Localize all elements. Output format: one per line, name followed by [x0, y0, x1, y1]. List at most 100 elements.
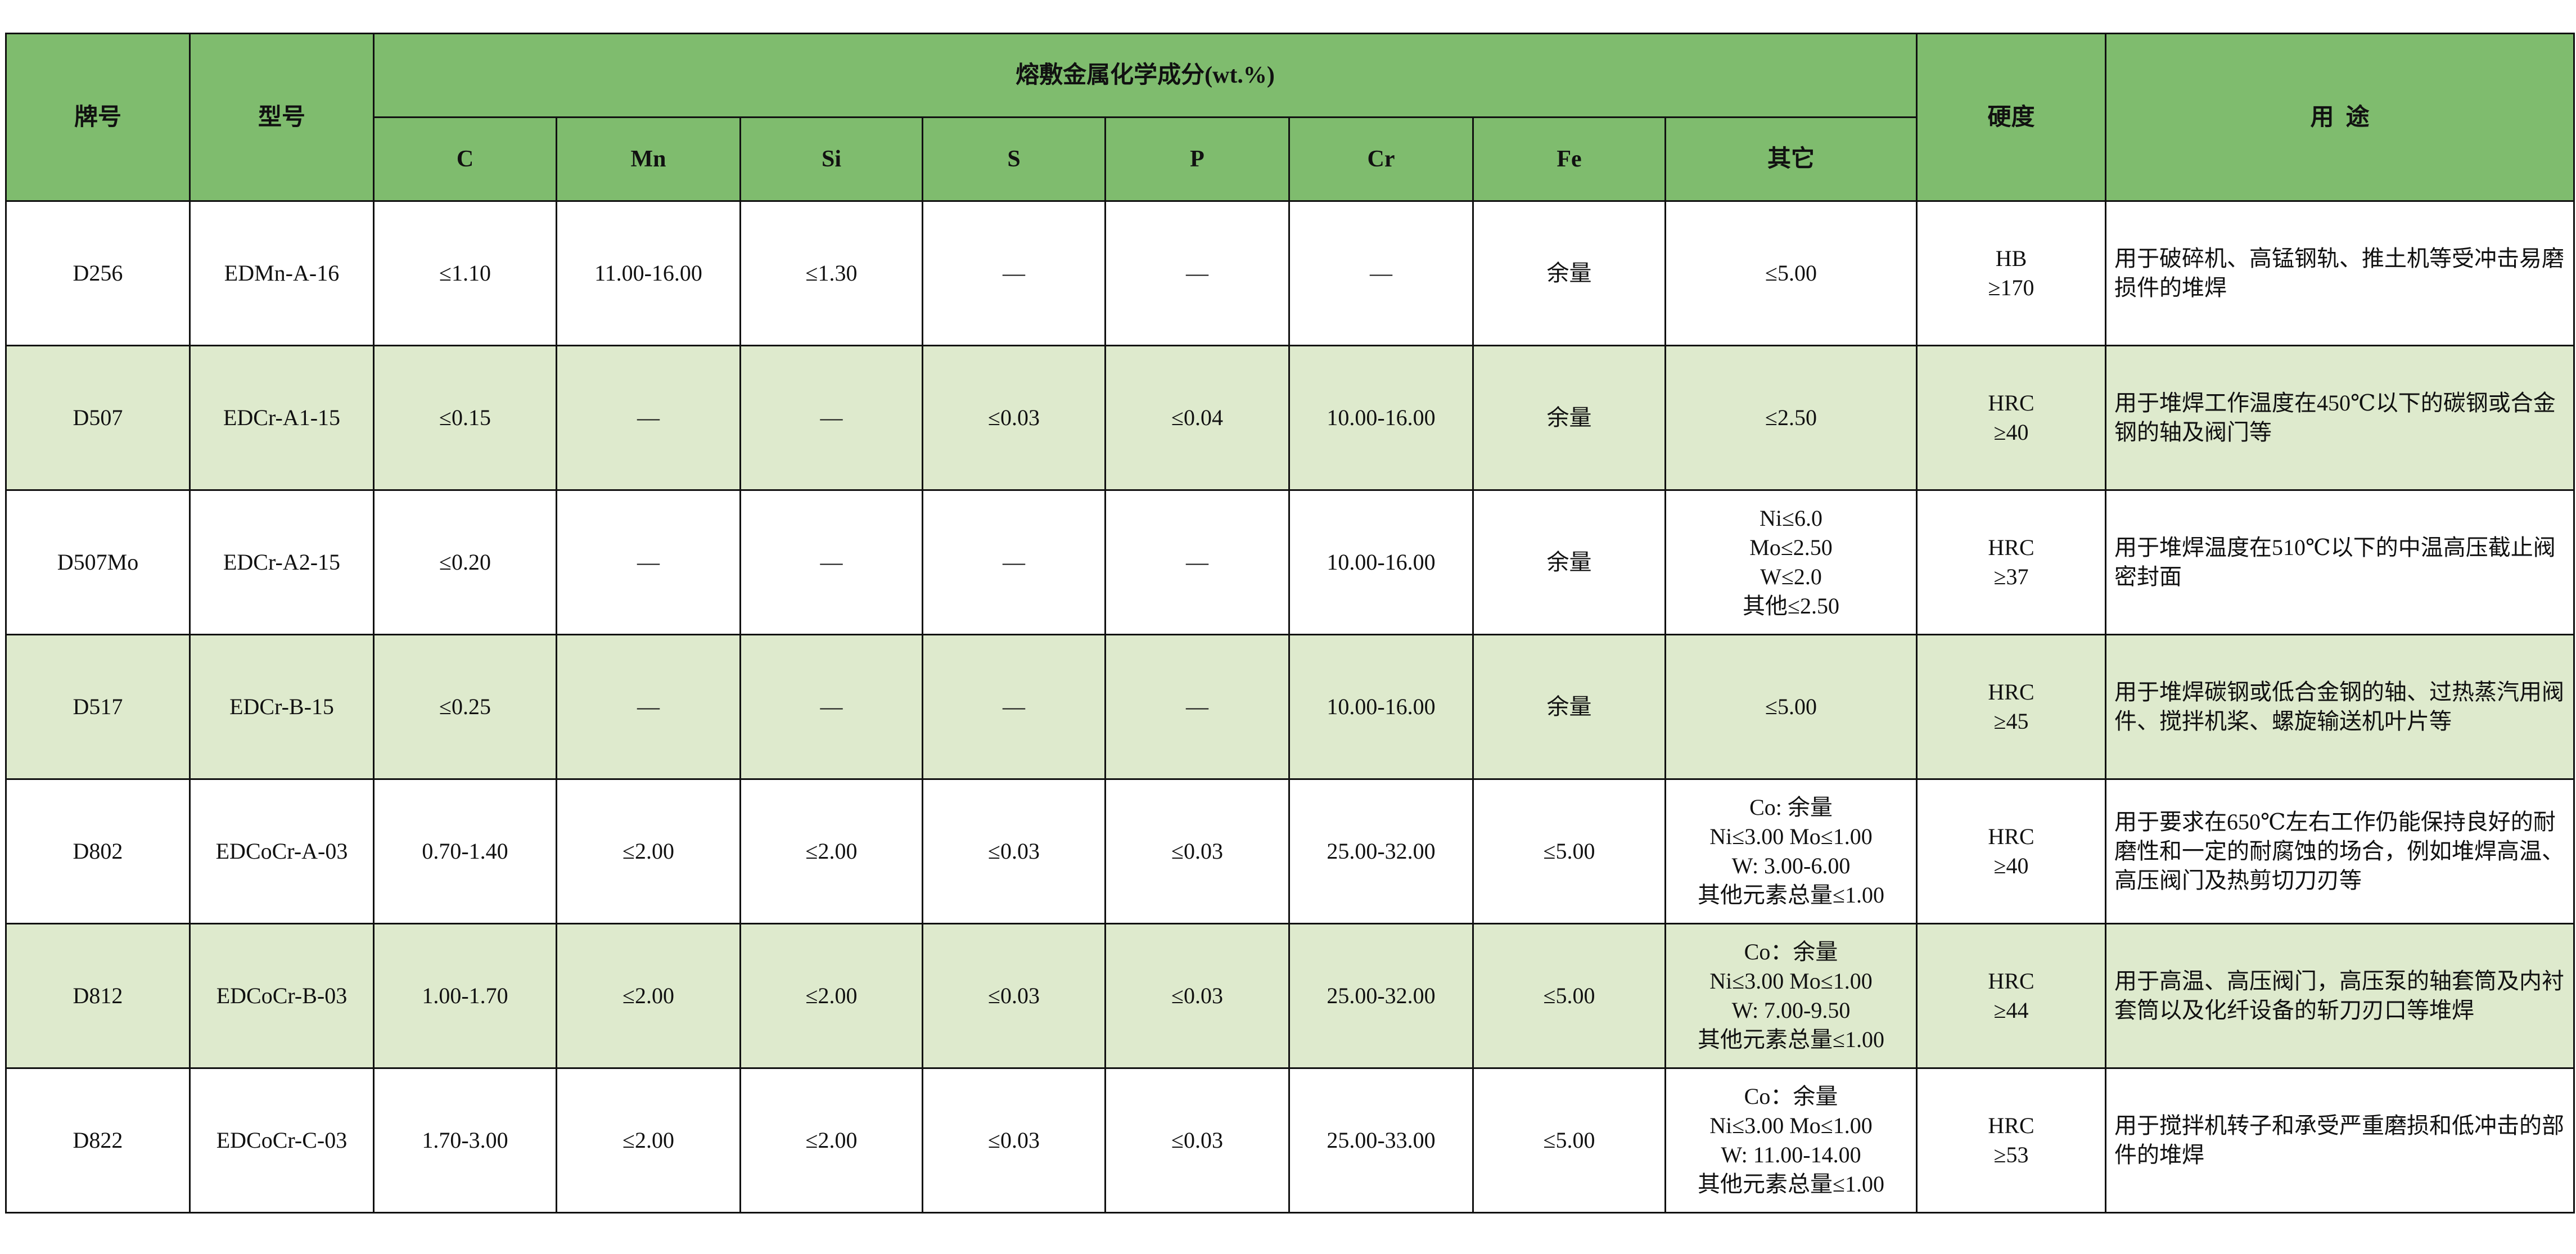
header-row-2: C Mn Si S P Cr Fe 其它 — [6, 116, 2574, 202]
cell-s: — — [922, 200, 1106, 346]
cell-mn: ≤2.00 — [556, 923, 741, 1069]
header-si: Si — [739, 116, 923, 202]
cell-si: ≤2.00 — [739, 923, 923, 1069]
cell-p: ≤0.03 — [1104, 778, 1290, 924]
cell-other: Co：余量 Ni≤3.00 Mo≤1.00 W: 7.00-9.50 其他元素总… — [1664, 923, 1918, 1069]
header-composition: 熔敷金属化学成分(wt.%) — [372, 33, 1918, 118]
header-p: P — [1104, 116, 1290, 202]
cell-hardness: HRC ≥44 — [1916, 923, 2107, 1069]
header-s: S — [922, 116, 1106, 202]
cell-usage: 用于堆焊碳钢或低合金钢的轴、过热蒸汽用阀件、搅拌机桨、螺旋输送机叶片等 — [2105, 634, 2575, 780]
cell-si: — — [739, 634, 923, 780]
cell-s: ≤0.03 — [922, 1067, 1106, 1214]
header-fe: Fe — [1472, 116, 1666, 202]
cell-si: ≤2.00 — [739, 778, 923, 924]
header-c: C — [373, 116, 557, 202]
header-model: 型号 — [189, 33, 375, 202]
table-row: D517 EDCr-B-15 ≤0.25— — — —10.00-16.00 余量 ≤5.00… — [5, 634, 2575, 780]
cell-fe: ≤5.00 — [1472, 1067, 1666, 1214]
cell-mn: — — [556, 345, 741, 491]
cell-s: ≤0.03 — [922, 778, 1106, 924]
cell-mn: 11.00-16.00 — [556, 200, 741, 346]
cell-brand: D517 — [5, 634, 191, 780]
cell-p: — — [1104, 200, 1290, 346]
cell-model: EDCoCr-A-03 — [189, 778, 375, 924]
cell-other: ≤2.50 — [1664, 345, 1918, 491]
cell-brand: D822 — [5, 1067, 191, 1214]
cell-c: ≤1.10 — [373, 200, 557, 346]
cell-brand: D256 — [5, 200, 191, 346]
cell-fe: 余量 — [1472, 634, 1666, 780]
cell-model: EDCoCr-B-03 — [189, 923, 375, 1069]
table-row: D802 EDCoCr-A-03 0.70-1.40 ≤2.00 ≤2.00 ≤0.03 ≤… — [5, 778, 2575, 924]
cell-p: — — [1104, 489, 1290, 635]
cell-hardness: HRC ≥40 — [1916, 778, 2107, 924]
cell-usage: 用于堆焊温度在510℃以下的中温高压截止阀密封面 — [2105, 489, 2575, 635]
cell-brand: D802 — [5, 778, 191, 924]
cell-c: ≤0.15 — [373, 345, 557, 491]
cell-other: Ni≤6.0 Mo≤2.50 W≤2.0 其他≤2.50 — [1664, 489, 1918, 635]
cell-p: ≤0.03 — [1104, 1067, 1290, 1214]
cell-cr: — — [1288, 200, 1474, 346]
cell-si: ≤2.00 — [739, 1067, 923, 1214]
cell-model: EDCr-A1-15 — [189, 345, 375, 491]
cell-s: — — [922, 489, 1106, 635]
cell-s: ≤0.03 — [922, 345, 1106, 491]
cell-cr: 25.00-32.00 — [1288, 778, 1474, 924]
cell-cr: 25.00-33.00 — [1288, 1067, 1474, 1214]
table-row: D822 EDCoCr-C-03 1.70-3.00 ≤2.00 ≤2.00 ≤0.03 ≤… — [5, 1067, 2575, 1214]
cell-hardness: HRC ≥53 — [1916, 1067, 2107, 1214]
header-row-1: 牌号 型号 熔敷金属化学成分(wt.%) 硬度 用 途 — [5, 33, 2575, 202]
cell-model: EDMn-A-16 — [189, 200, 375, 346]
header-cr: Cr — [1288, 116, 1474, 202]
cell-usage: 用于高温、高压阀门，高压泵的轴套筒及内衬套筒以及化纤设备的斩刀刃口等堆焊 — [2105, 923, 2575, 1069]
header-other: 其它 — [1664, 116, 1918, 202]
cell-hardness: HRC ≥37 — [1916, 489, 2107, 635]
cell-c: ≤0.25 — [373, 634, 557, 780]
cell-usage: 用于要求在650℃左右工作仍能保持良好的耐磨性和一定的耐腐蚀的场合，例如堆焊高温… — [2105, 778, 2575, 924]
cell-fe: ≤5.00 — [1472, 778, 1666, 924]
cell-fe: 余量 — [1472, 489, 1666, 635]
electrode-composition-table: 牌号 型号 熔敷金属化学成分(wt.%) 硬度 用 途 C Mn Si S P … — [5, 33, 2575, 1214]
cell-c: 1.70-3.00 — [373, 1067, 557, 1214]
cell-fe: ≤5.00 — [1472, 923, 1666, 1069]
cell-brand: D507Mo — [5, 489, 191, 635]
cell-si: — — [739, 345, 923, 491]
cell-mn: ≤2.00 — [556, 778, 741, 924]
cell-fe: 余量 — [1472, 345, 1666, 491]
cell-c: ≤0.20 — [373, 489, 557, 635]
cell-cr: 10.00-16.00 — [1288, 634, 1474, 780]
cell-mn: ≤2.00 — [556, 1067, 741, 1214]
header-hardness: 硬度 — [1916, 33, 2107, 202]
cell-model: EDCr-B-15 — [189, 634, 375, 780]
cell-si: — — [739, 489, 923, 635]
cell-mn: — — [556, 489, 741, 635]
table-row: D507 EDCr-A1-15 ≤0.15— — ≤0.03 ≤0.04 10.00-16.… — [5, 345, 2575, 491]
cell-brand: D812 — [5, 923, 191, 1069]
cell-p: ≤0.03 — [1104, 923, 1290, 1069]
table-row: D256 EDMn-A-16 ≤1.10 11.00-16.00 ≤1.30— — — 余量 ≤… — [5, 200, 2575, 346]
cell-model: EDCoCr-C-03 — [189, 1067, 375, 1214]
cell-other: ≤5.00 — [1664, 200, 1918, 346]
cell-p: ≤0.04 — [1104, 345, 1290, 491]
cell-c: 1.00-1.70 — [373, 923, 557, 1069]
cell-mn: — — [556, 634, 741, 780]
cell-other: ≤5.00 — [1664, 634, 1918, 780]
cell-s: ≤0.03 — [922, 923, 1106, 1069]
cell-brand: D507 — [5, 345, 191, 491]
cell-cr: 10.00-16.00 — [1288, 345, 1474, 491]
cell-other: Co: 余量 Ni≤3.00 Mo≤1.00 W: 3.00-6.00 其他元素… — [1664, 778, 1918, 924]
cell-cr: 10.00-16.00 — [1288, 489, 1474, 635]
table-row: D812 EDCoCr-B-03 1.00-1.70 ≤2.00 ≤2.00 ≤0.03 ≤… — [5, 923, 2575, 1069]
cell-hardness: HRC ≥40 — [1916, 345, 2107, 491]
cell-fe: 余量 — [1472, 200, 1666, 346]
cell-s: — — [922, 634, 1106, 780]
cell-si: ≤1.30 — [739, 200, 923, 346]
cell-p: — — [1104, 634, 1290, 780]
cell-usage: 用于破碎机、高锰钢轨、推土机等受冲击易磨损件的堆焊 — [2105, 200, 2575, 346]
cell-c: 0.70-1.40 — [373, 778, 557, 924]
table-row: D507Mo EDCr-A2-15 ≤0.20— — — —10.00-16.00 余量 Ni… — [5, 489, 2575, 635]
header-mn: Mn — [556, 116, 741, 202]
cell-model: EDCr-A2-15 — [189, 489, 375, 635]
header-usage: 用 途 — [2105, 33, 2575, 202]
